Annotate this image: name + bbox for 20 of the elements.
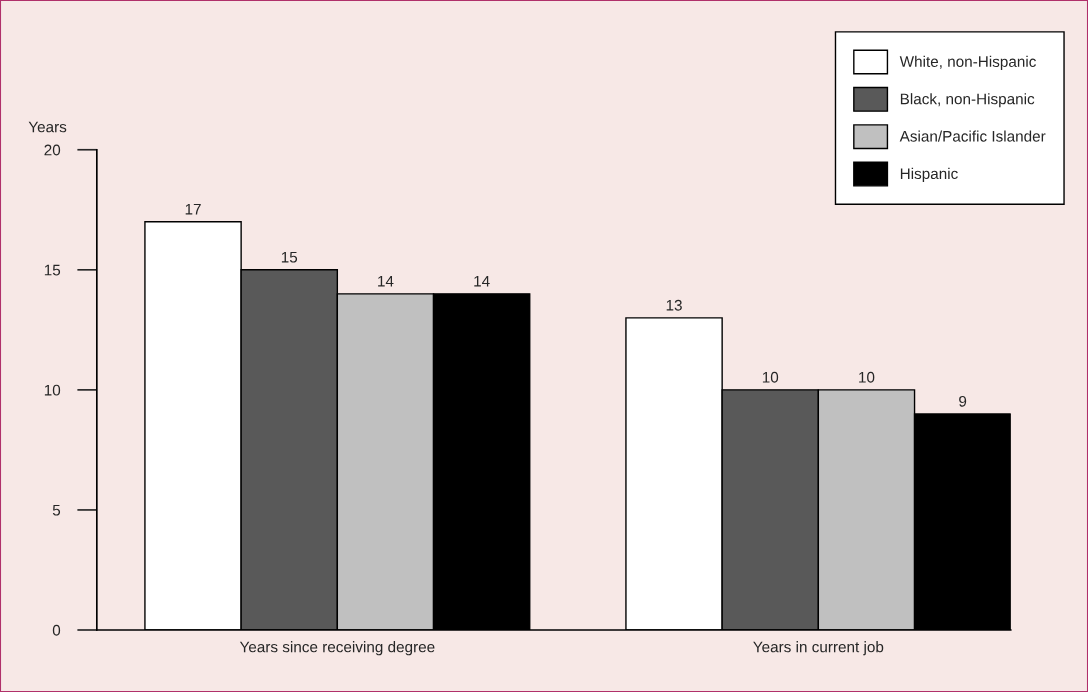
legend-label: Black, non-Hispanic: [900, 93, 1035, 108]
y-axis-title: Years: [28, 121, 67, 133]
y-tick-label: 5: [52, 504, 61, 516]
y-tick-label: 15: [44, 264, 61, 276]
x-tick-label: Years in current job: [753, 641, 884, 656]
data-label: 13: [666, 299, 682, 311]
legend-label: Asian/Pacific Islander: [899, 130, 1046, 142]
y-tick-label: 0: [52, 624, 61, 636]
data-label: 14: [474, 275, 490, 287]
legend-label: Hispanic: [900, 167, 958, 183]
data-label: 10: [859, 371, 875, 383]
data-label: 9: [959, 395, 967, 407]
data-label: 17: [185, 203, 201, 215]
x-tick-label: Years since receiving degree: [239, 641, 435, 656]
y-tick-label: 10: [44, 384, 61, 396]
data-label: 10: [762, 371, 779, 383]
data-label: 14: [378, 275, 394, 287]
legend-label: White, non-Hispanic: [899, 55, 1036, 71]
data-label: 15: [281, 251, 298, 263]
y-tick-label: 20: [44, 144, 61, 156]
